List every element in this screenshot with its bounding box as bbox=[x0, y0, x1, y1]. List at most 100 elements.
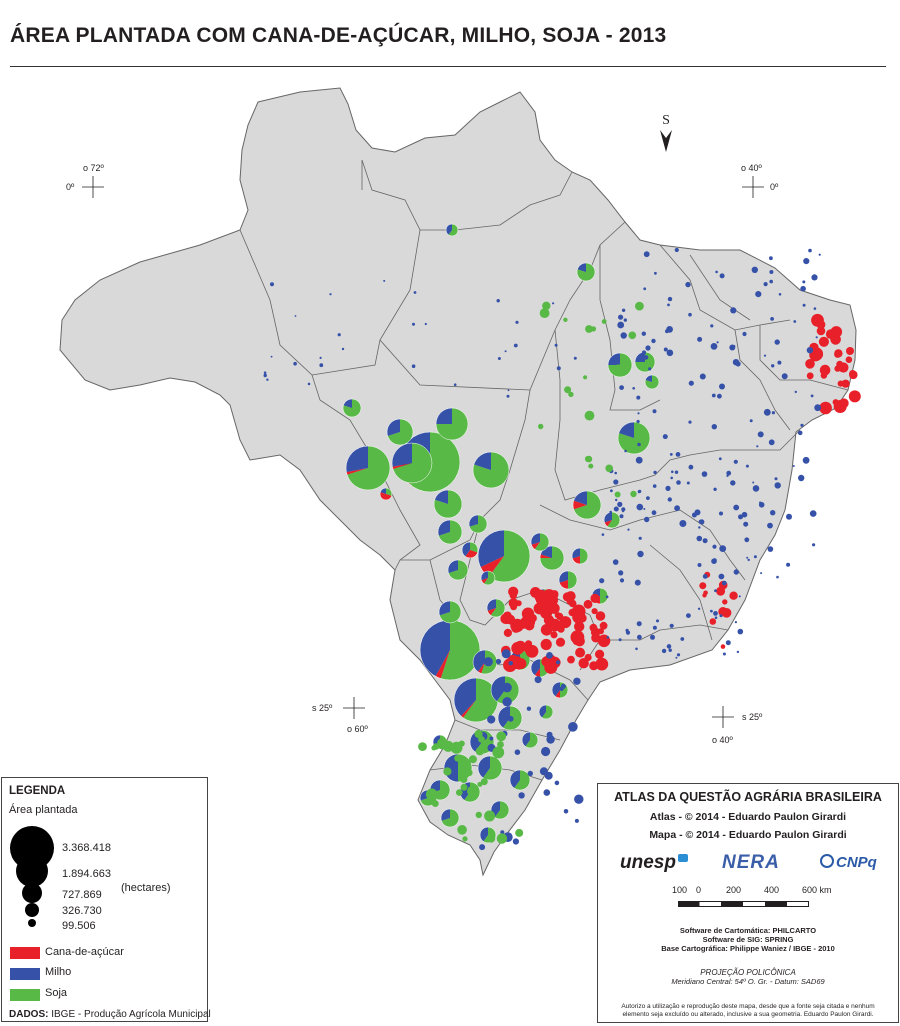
milho-dot bbox=[652, 409, 657, 414]
milho-dot bbox=[546, 731, 553, 738]
milho-dot bbox=[810, 394, 814, 398]
legend-size-1: 3.368.418 bbox=[62, 842, 111, 854]
cana-dot bbox=[540, 638, 552, 651]
milho-dot bbox=[669, 453, 673, 456]
nera-logo: NERA bbox=[722, 852, 780, 873]
milho-dot bbox=[411, 364, 416, 369]
milho-dot bbox=[670, 476, 673, 480]
pie-slice bbox=[494, 801, 510, 819]
milho-dot bbox=[798, 474, 805, 482]
milho-dot bbox=[319, 356, 322, 359]
graticule-sw-lon: o 60º bbox=[347, 724, 368, 734]
cana-dot bbox=[543, 615, 555, 626]
milho-dot bbox=[711, 393, 716, 398]
cana-dot bbox=[591, 608, 598, 615]
pie-slice bbox=[531, 542, 540, 550]
cana-dot bbox=[503, 628, 512, 638]
cana-dot bbox=[509, 591, 517, 600]
legend-size-2: 1.894.663 bbox=[62, 868, 111, 880]
milho-dot bbox=[489, 736, 494, 741]
pie-slice bbox=[480, 571, 488, 581]
cana-dot bbox=[709, 618, 717, 625]
pie-outline bbox=[486, 598, 506, 618]
milho-dot bbox=[680, 637, 685, 641]
milho-dot bbox=[560, 683, 566, 689]
milho-dot bbox=[666, 644, 672, 649]
milho-dot bbox=[756, 445, 759, 448]
pie-outline bbox=[440, 808, 460, 828]
milho-dot bbox=[736, 650, 740, 654]
milho-dot bbox=[637, 634, 642, 640]
pie-slice bbox=[510, 770, 520, 789]
pie-outline bbox=[572, 490, 602, 520]
milho-dot bbox=[619, 578, 625, 583]
pie-slice bbox=[534, 668, 540, 677]
milho-dot bbox=[712, 558, 717, 563]
north-arrow-icon: S bbox=[660, 113, 672, 152]
cana-dot bbox=[848, 390, 861, 403]
pie-slice bbox=[573, 500, 587, 510]
milho-dot bbox=[546, 652, 553, 659]
milho-dot bbox=[662, 434, 668, 440]
milho-dot bbox=[613, 479, 619, 485]
milho-dot bbox=[686, 481, 690, 485]
pie-slice bbox=[469, 515, 478, 527]
milho-dot bbox=[792, 465, 795, 467]
pie-outline bbox=[497, 705, 523, 731]
milho-dot bbox=[813, 307, 817, 310]
milho-dot bbox=[717, 393, 722, 399]
milho-dot bbox=[734, 621, 738, 624]
milho-dot bbox=[651, 510, 657, 516]
milho-dot bbox=[710, 609, 713, 613]
milho-dot bbox=[746, 556, 749, 559]
milho-dot bbox=[636, 419, 640, 424]
milho-dot bbox=[688, 380, 694, 386]
legend-swatch-cana bbox=[10, 947, 40, 959]
pie-slice bbox=[346, 468, 368, 475]
milho-dot bbox=[671, 470, 674, 474]
milho-dot bbox=[753, 555, 757, 559]
legend-unit: (hectares) bbox=[121, 882, 171, 894]
milho-dot bbox=[714, 616, 718, 619]
milho-dot bbox=[675, 656, 678, 659]
pie-outline bbox=[445, 223, 459, 237]
pie-outline bbox=[433, 489, 463, 519]
pie-slice bbox=[380, 492, 392, 500]
milho-dot bbox=[794, 390, 797, 394]
soja-dot bbox=[588, 463, 594, 469]
graticule-nw-lat: 0º bbox=[66, 182, 75, 192]
milho-dot bbox=[747, 558, 750, 562]
milho-dot bbox=[641, 350, 647, 355]
milho-dot bbox=[667, 296, 673, 302]
milho-dot bbox=[688, 420, 692, 424]
milho-dot bbox=[786, 513, 792, 520]
pie-slice bbox=[462, 542, 470, 557]
milho-dot bbox=[645, 345, 651, 351]
milho-dot bbox=[263, 373, 267, 378]
scale-label-400: 400 bbox=[764, 885, 780, 895]
milho-dot bbox=[730, 480, 736, 486]
cana-dot bbox=[570, 630, 585, 644]
milho-dot bbox=[719, 614, 723, 618]
soja-dot bbox=[427, 795, 437, 804]
milho-dot bbox=[661, 648, 667, 654]
pie-outline bbox=[437, 519, 463, 545]
brazil-territory bbox=[59, 87, 857, 877]
milho-dot bbox=[638, 536, 642, 540]
cana-dot bbox=[568, 599, 577, 608]
milho-dot bbox=[554, 343, 558, 347]
graticule-se-lat: s 25º bbox=[742, 712, 763, 722]
cnpq-mark-icon bbox=[820, 854, 834, 868]
milho-dot bbox=[270, 355, 273, 358]
pie-outline bbox=[644, 374, 660, 390]
milho-dot bbox=[556, 366, 561, 371]
cana-dot bbox=[505, 614, 516, 625]
pie-outline bbox=[558, 570, 578, 590]
pie-slice bbox=[572, 548, 580, 559]
pie-slice bbox=[380, 488, 386, 494]
milho-dot bbox=[544, 771, 553, 780]
legend-size-3: 727.869 bbox=[62, 889, 102, 901]
milho-dot bbox=[643, 508, 646, 510]
pie-slice bbox=[490, 599, 506, 617]
pie-slice bbox=[559, 571, 568, 583]
